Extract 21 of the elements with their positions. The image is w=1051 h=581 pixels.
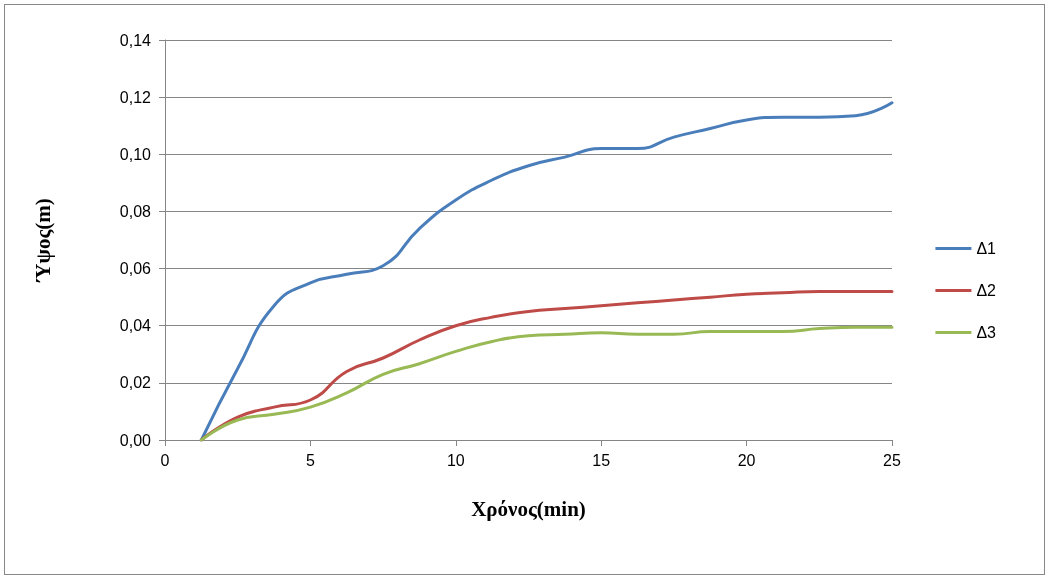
x-tick-label: 10 [446,451,465,469]
y-tick-label: 0,04 [119,317,152,335]
x-tick-label: 5 [305,451,315,469]
y-tick-label: 0,02 [119,374,152,392]
y-tick-label: 0,06 [119,260,152,278]
y-tick-label: 0,14 [119,31,152,49]
y-tick-label: 0,10 [119,145,152,163]
legend-label: Δ1 [976,240,997,257]
legend-label: Δ2 [976,282,997,299]
x-tick-label: 25 [883,451,901,469]
y-axis-title: Ύψος(m) [30,198,55,283]
legend-label: Δ3 [976,324,997,341]
x-tick-label: 20 [737,451,756,469]
line-series [199,101,894,442]
x-tick-label: 15 [592,451,611,469]
y-tick-label: 0,00 [119,431,152,449]
x-tick-label: 0 [160,451,170,469]
y-tick-label: 0,12 [119,88,152,106]
x-axis-title: Χρόνος(min) [471,496,586,521]
y-tick-label: 0,08 [119,202,152,220]
line-series [199,325,894,442]
